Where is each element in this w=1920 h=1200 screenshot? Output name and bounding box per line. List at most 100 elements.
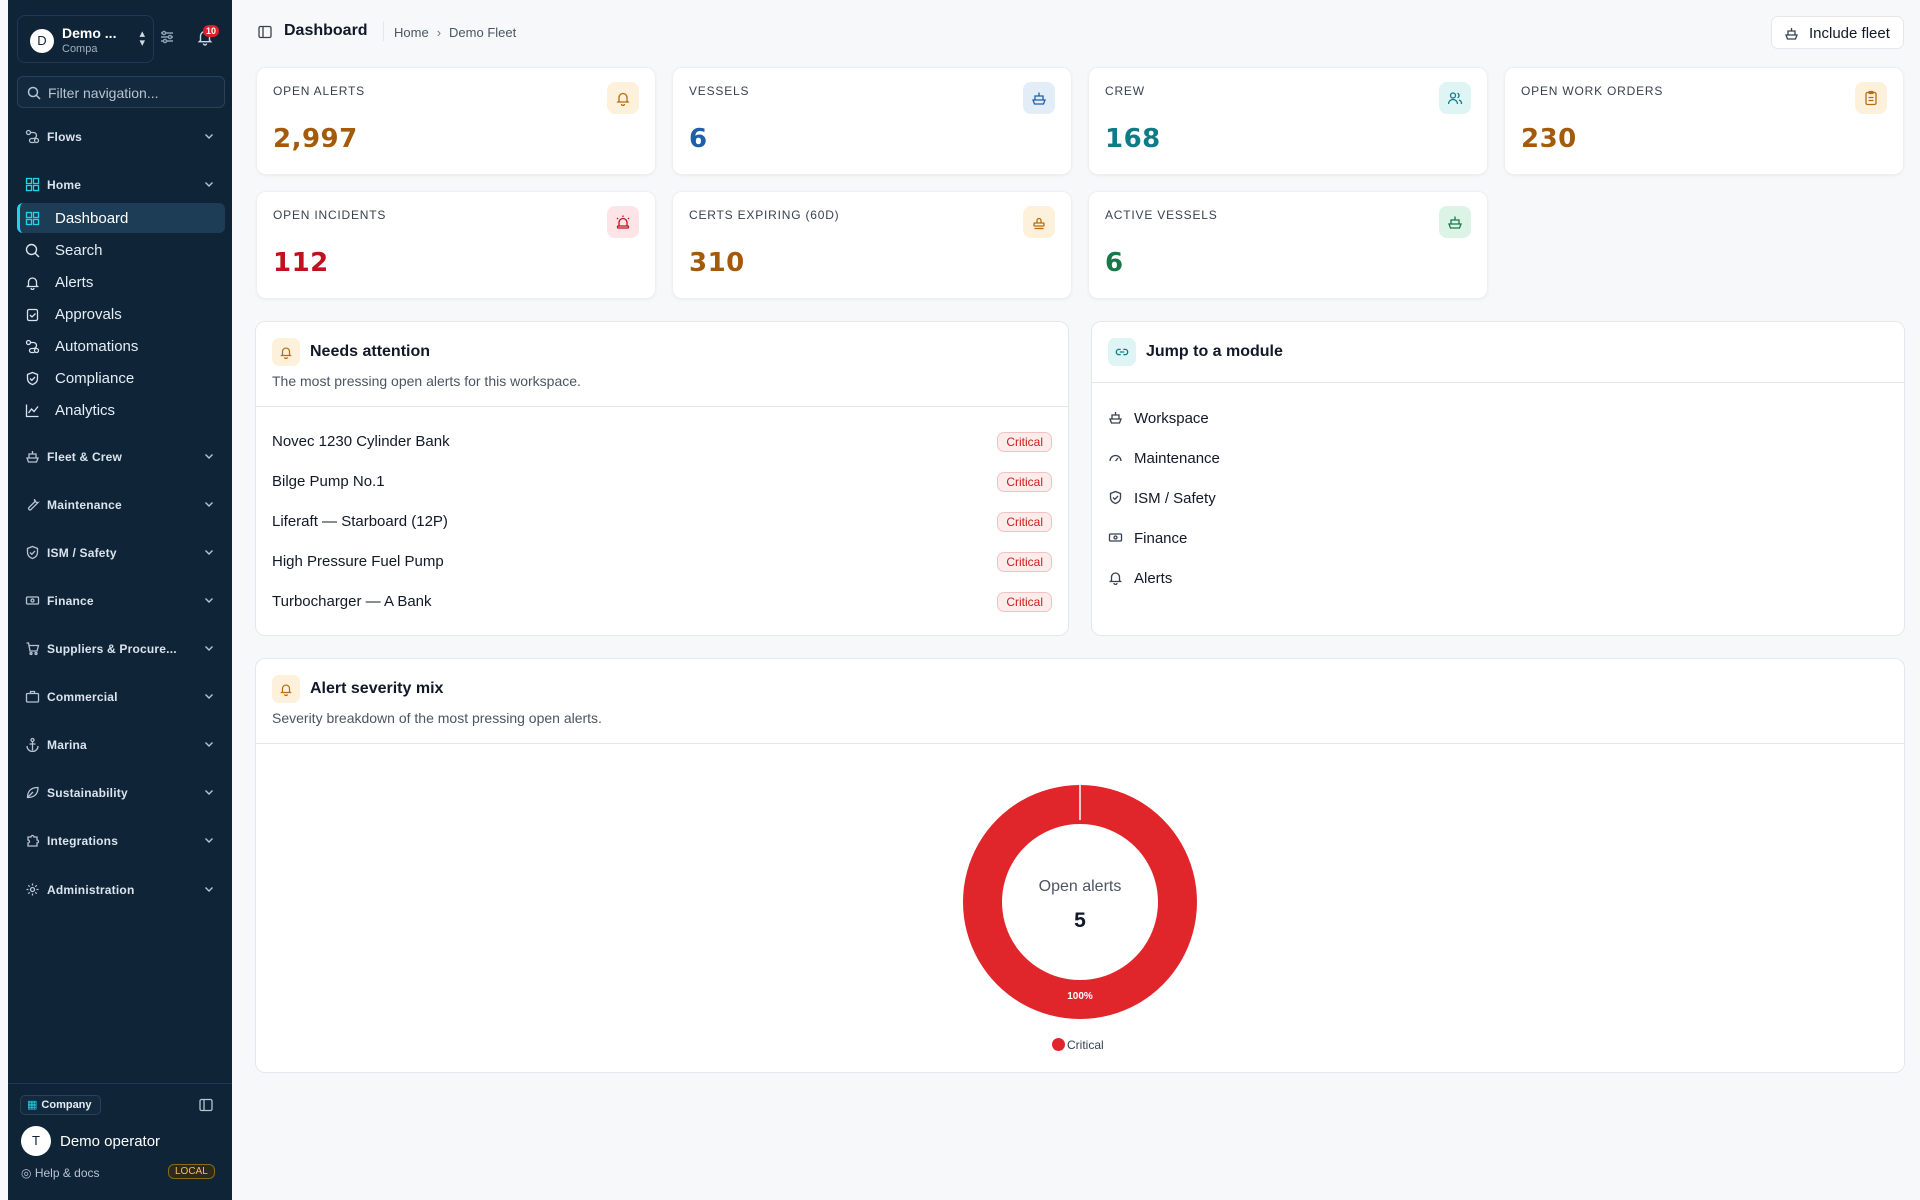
module-link-maintenance[interactable]: Maintenance (1108, 438, 1708, 478)
nav-group-finance[interactable]: Finance (17, 587, 225, 615)
severity-badge: Critical (997, 512, 1052, 532)
search-icon (27, 86, 41, 100)
nav-group-label: Home (47, 178, 82, 192)
workspace-switcher[interactable]: D Demo ... Compa ▴ ▾ (17, 15, 154, 63)
nav-group-label: Sustainability (47, 786, 128, 800)
kpi-card-crew[interactable]: CREW 168 (1088, 67, 1488, 175)
slice-percent-label: 100% (1067, 991, 1093, 1002)
nav-group-label: Finance (47, 594, 94, 608)
nav-group-ism-safety[interactable]: ISM / Safety (17, 539, 225, 567)
needs-attention-panel: Needs attention The most pressing open a… (255, 321, 1069, 636)
kpi-label: OPEN WORK ORDERS (1521, 84, 1664, 98)
severity-donut-chart: Open alerts 5 100% (962, 784, 1197, 1019)
chevron-down-icon (205, 646, 213, 651)
company-chip[interactable]: ▦ Company (20, 1095, 101, 1115)
banknote-icon (25, 596, 40, 605)
flow-icon (25, 129, 40, 144)
nav-group-label: ISM / Safety (47, 546, 117, 560)
nav-group-fleet-crew[interactable]: Fleet & Crew (17, 443, 225, 471)
module-link-finance[interactable]: Finance (1108, 518, 1708, 558)
help-docs-link[interactable]: ◎ Help & docs (21, 1166, 100, 1180)
kpi-value: 2,997 (273, 124, 358, 154)
kpi-label: VESSELS (689, 84, 750, 98)
nav-group-home[interactable]: Home (17, 171, 225, 199)
alert-row[interactable]: Bilge Pump No.1 Critical (272, 461, 1052, 501)
panel-icon-badge (272, 338, 300, 366)
user-name[interactable]: Demo operator (60, 1133, 161, 1150)
kpi-icon-badge (1023, 206, 1055, 238)
sidebar-toggle-icon[interactable] (257, 24, 273, 40)
gauge-icon (1109, 454, 1122, 462)
sidebar-item-label: Dashboard (55, 210, 129, 227)
workspace-type: Compa (62, 43, 98, 55)
kpi-label: CREW (1105, 84, 1145, 98)
workspace-name: Demo ... (62, 25, 117, 41)
alert-row[interactable]: Novec 1230 Cylinder Bank Critical (272, 421, 1052, 461)
alert-name: Turbocharger — A Bank (272, 593, 432, 610)
breadcrumb-home[interactable]: Home (394, 25, 429, 40)
bell-icon (280, 684, 292, 696)
sidebar-item-automations[interactable]: Automations (17, 331, 225, 361)
bell-icon (616, 92, 630, 106)
nav-group-marina[interactable]: Marina (17, 731, 225, 759)
panel-divider (256, 743, 1904, 744)
alert-row[interactable]: Turbocharger — A Bank Critical (272, 581, 1052, 621)
kpi-icon-badge (607, 206, 639, 238)
bell-icon (1108, 572, 1123, 585)
stamp-icon (1033, 217, 1045, 230)
chevron-down-icon (205, 502, 213, 507)
kpi-card-certs-expiring[interactable]: CERTS EXPIRING (60D) 310 (672, 191, 1072, 299)
user-avatar[interactable]: T (21, 1126, 51, 1156)
siren-icon (616, 215, 630, 229)
kpi-value: 6 (1105, 248, 1124, 278)
nav-group-sustainability[interactable]: Sustainability (17, 779, 225, 807)
donut-slice-critical[interactable] (962, 785, 1197, 1019)
panel-title: Alert severity mix (310, 680, 444, 697)
module-link-alerts[interactable]: Alerts (1108, 558, 1708, 598)
chevron-down-icon (205, 598, 213, 603)
chevron-up-down-icon: ▴ ▾ (139, 28, 145, 49)
kpi-value: 168 (1105, 124, 1161, 154)
kpi-icon-badge (1439, 206, 1471, 238)
sidebar-item-dashboard[interactable]: Dashboard (17, 203, 225, 233)
kpi-icon-badge (1855, 82, 1887, 114)
kpi-card-open-work-orders[interactable]: OPEN WORK ORDERS 230 (1504, 67, 1904, 175)
module-link-workspace[interactable]: Workspace (1108, 398, 1708, 438)
nav-group-administration[interactable]: Administration (17, 876, 225, 904)
nav-group-integrations[interactable]: Integrations (17, 827, 225, 855)
sidebar-item-search[interactable]: Search (17, 235, 225, 265)
chevron-down-icon (205, 694, 213, 699)
severity-badge: Critical (997, 472, 1052, 492)
alert-row[interactable]: Liferaft — Starboard (12P) Critical (272, 501, 1052, 541)
filter-navigation-input[interactable] (48, 83, 218, 103)
briefcase-icon (25, 690, 40, 703)
filter-navigation (17, 76, 225, 108)
nav-group-commercial[interactable]: Commercial (17, 683, 225, 711)
sidebar-item-approvals[interactable]: Approvals (17, 299, 225, 329)
sidebar-item-alerts[interactable]: Alerts (17, 267, 225, 297)
building-icon: ▦ (27, 1099, 38, 1111)
include-fleet-button[interactable]: Include fleet (1771, 16, 1904, 49)
panel-title: Needs attention (310, 343, 431, 360)
module-link-ism-safety[interactable]: ISM / Safety (1108, 478, 1708, 518)
workspace-avatar: D (30, 29, 54, 53)
kpi-card-active-vessels[interactable]: ACTIVE VESSELS 6 (1088, 191, 1488, 299)
panel-subtitle: Severity breakdown of the most pressing … (272, 710, 602, 726)
nav-group-suppliers[interactable]: Suppliers & Procure... (17, 635, 225, 663)
kpi-card-open-alerts[interactable]: OPEN ALERTS 2,997 (256, 67, 656, 175)
sidebar-item-analytics[interactable]: Analytics (17, 395, 225, 425)
sliders-icon[interactable] (158, 28, 176, 46)
panel-divider (1092, 382, 1904, 383)
sidebar-item-compliance[interactable]: Compliance (17, 363, 225, 393)
nav-group-flows[interactable]: Flows (17, 123, 225, 151)
notifications-button[interactable]: 10 (196, 25, 220, 46)
severity-badge: Critical (997, 552, 1052, 572)
sidebar-collapse-icon[interactable] (198, 1097, 214, 1113)
kpi-card-vessels[interactable]: VESSELS 6 (672, 67, 1072, 175)
chevron-right-icon: › (436, 25, 442, 40)
nav-group-maintenance[interactable]: Maintenance (17, 491, 225, 519)
alert-row[interactable]: High Pressure Fuel Pump Critical (272, 541, 1052, 581)
panel-divider (256, 406, 1068, 407)
kpi-card-open-incidents[interactable]: OPEN INCIDENTS 112 (256, 191, 656, 299)
jump-to-module-panel: Jump to a module Workspace Maintenance I… (1091, 321, 1905, 636)
